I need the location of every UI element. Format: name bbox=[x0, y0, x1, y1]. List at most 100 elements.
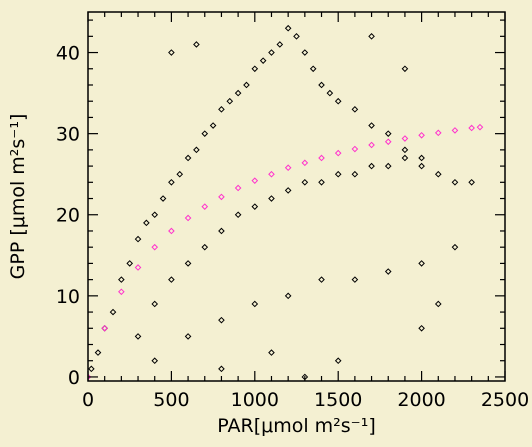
series-1-point-52 bbox=[334, 170, 342, 178]
x-tick-label-1500: 1500 bbox=[314, 389, 362, 411]
series-1-point-6 bbox=[126, 260, 134, 267]
series-1-point-22 bbox=[259, 57, 267, 64]
series-2-point-14 bbox=[301, 159, 309, 167]
series-1-point-61 bbox=[251, 300, 259, 308]
series-1-point-20 bbox=[243, 81, 250, 89]
series-1-point-66 bbox=[418, 260, 425, 267]
series-1-point-24 bbox=[276, 41, 284, 48]
series-1-point-73 bbox=[334, 357, 342, 365]
series-2-point-11 bbox=[251, 177, 259, 184]
series-1-point-5 bbox=[118, 276, 125, 283]
series-1-point-68 bbox=[168, 49, 175, 56]
series-1-point-57 bbox=[418, 154, 425, 162]
series-2-point-7 bbox=[184, 214, 192, 222]
series-1-point-60 bbox=[218, 316, 225, 324]
y-tick-label-40: 40 bbox=[56, 43, 80, 65]
series-2-point-19 bbox=[384, 138, 392, 146]
y-axis-title: GPP [μmol m²s⁻¹] bbox=[7, 114, 29, 280]
series-1-point-59 bbox=[184, 333, 192, 340]
series-1-point-45 bbox=[218, 227, 225, 235]
series-2-point-1 bbox=[88, 373, 92, 381]
x-tick-label-2000: 2000 bbox=[397, 389, 445, 411]
series-1-point-34 bbox=[384, 130, 392, 137]
x-axis-title: PAR[μmol m²s⁻¹] bbox=[217, 415, 375, 437]
series-1-point-18 bbox=[226, 97, 234, 105]
series-2-point-22 bbox=[434, 129, 442, 137]
series-1-point-67 bbox=[451, 243, 459, 251]
series-1-point-21 bbox=[251, 65, 259, 73]
series-1-point-37 bbox=[434, 170, 442, 178]
series-1-point-11 bbox=[168, 179, 175, 186]
y-tick-label-10: 10 bbox=[56, 286, 80, 308]
series-2-point-9 bbox=[218, 193, 225, 201]
x-tick-label-0: 0 bbox=[82, 389, 94, 411]
series-1-point-36 bbox=[418, 162, 425, 170]
x-tick-label-500: 500 bbox=[153, 389, 189, 411]
ticks-layer: 0 500 1000 1500 2000 2500 0 10 20 30 40 bbox=[56, 12, 529, 411]
series-1-point-53 bbox=[351, 170, 359, 178]
series-1-point-48 bbox=[268, 195, 275, 202]
series-1-point-43 bbox=[184, 260, 192, 267]
series-1-point-64 bbox=[351, 276, 359, 283]
series-2-point-13 bbox=[284, 164, 292, 172]
series-1-point-30 bbox=[326, 89, 334, 97]
y-tick-label-0: 0 bbox=[68, 367, 80, 389]
series-1-point-28 bbox=[309, 65, 317, 73]
series-1-point-16 bbox=[209, 122, 217, 129]
series-1-point-13 bbox=[184, 154, 192, 162]
series-1-point-71 bbox=[401, 65, 409, 73]
series-2-point-2 bbox=[101, 324, 108, 332]
series-1-point-33 bbox=[368, 122, 375, 129]
series-1-point-15 bbox=[201, 130, 209, 137]
series-1-point-17 bbox=[218, 106, 225, 113]
series-1-point-23 bbox=[268, 49, 275, 56]
series-1-point-42 bbox=[168, 276, 175, 283]
series-1-point-65 bbox=[384, 268, 392, 275]
series-1-point-49 bbox=[284, 187, 292, 194]
series-1-point-4 bbox=[109, 308, 117, 316]
series-2-point-20 bbox=[401, 135, 409, 142]
series-2-point-21 bbox=[418, 131, 425, 139]
series-1-point-25 bbox=[284, 24, 292, 32]
series-1-point-9 bbox=[151, 211, 159, 219]
x-tick-label-1000: 1000 bbox=[231, 389, 279, 411]
series-1-point-44 bbox=[201, 243, 209, 251]
series-2-point-5 bbox=[151, 243, 159, 251]
series-1-point-40 bbox=[134, 333, 142, 340]
series-1-point-41 bbox=[151, 300, 159, 308]
series-2-point-16 bbox=[334, 149, 342, 157]
y-tick-label-20: 20 bbox=[56, 205, 80, 227]
series-1-point-3 bbox=[101, 324, 108, 332]
series-1-point-54 bbox=[368, 162, 375, 170]
x-tick-label-2500: 2500 bbox=[481, 389, 529, 411]
series-1-point-32 bbox=[351, 106, 359, 113]
series-2-point-8 bbox=[201, 203, 209, 210]
y-tick-label-30: 30 bbox=[56, 124, 80, 146]
series-1-point-19 bbox=[234, 89, 242, 97]
series-1-point-38 bbox=[451, 179, 459, 186]
series-1-point-56 bbox=[401, 154, 409, 162]
series-1-point-12 bbox=[176, 170, 184, 178]
series-2-point-10 bbox=[234, 184, 242, 192]
series-1-point-46 bbox=[234, 211, 242, 219]
series-1-point-70 bbox=[368, 33, 375, 40]
series-1-point-26 bbox=[293, 33, 300, 40]
series-1-point-62 bbox=[284, 292, 292, 300]
series-1-point-27 bbox=[301, 49, 309, 56]
series-2-point-17 bbox=[351, 145, 359, 153]
series-1-point-2 bbox=[94, 349, 102, 356]
series-2-point-3 bbox=[118, 288, 125, 296]
series-2-point-4 bbox=[134, 264, 142, 271]
series-1-point-1 bbox=[88, 365, 95, 373]
series-1-point-7 bbox=[134, 235, 142, 243]
plot-frame bbox=[87, 11, 506, 382]
series-2-point-15 bbox=[318, 154, 325, 162]
series-1-point-14 bbox=[193, 146, 200, 154]
series-1-point-75 bbox=[268, 349, 275, 356]
series-2-point-18 bbox=[368, 141, 375, 149]
series-1-point-47 bbox=[251, 203, 259, 210]
series-1-point-55 bbox=[384, 162, 392, 170]
series-2-point-25 bbox=[476, 123, 484, 131]
series-1-point-74 bbox=[218, 365, 225, 373]
